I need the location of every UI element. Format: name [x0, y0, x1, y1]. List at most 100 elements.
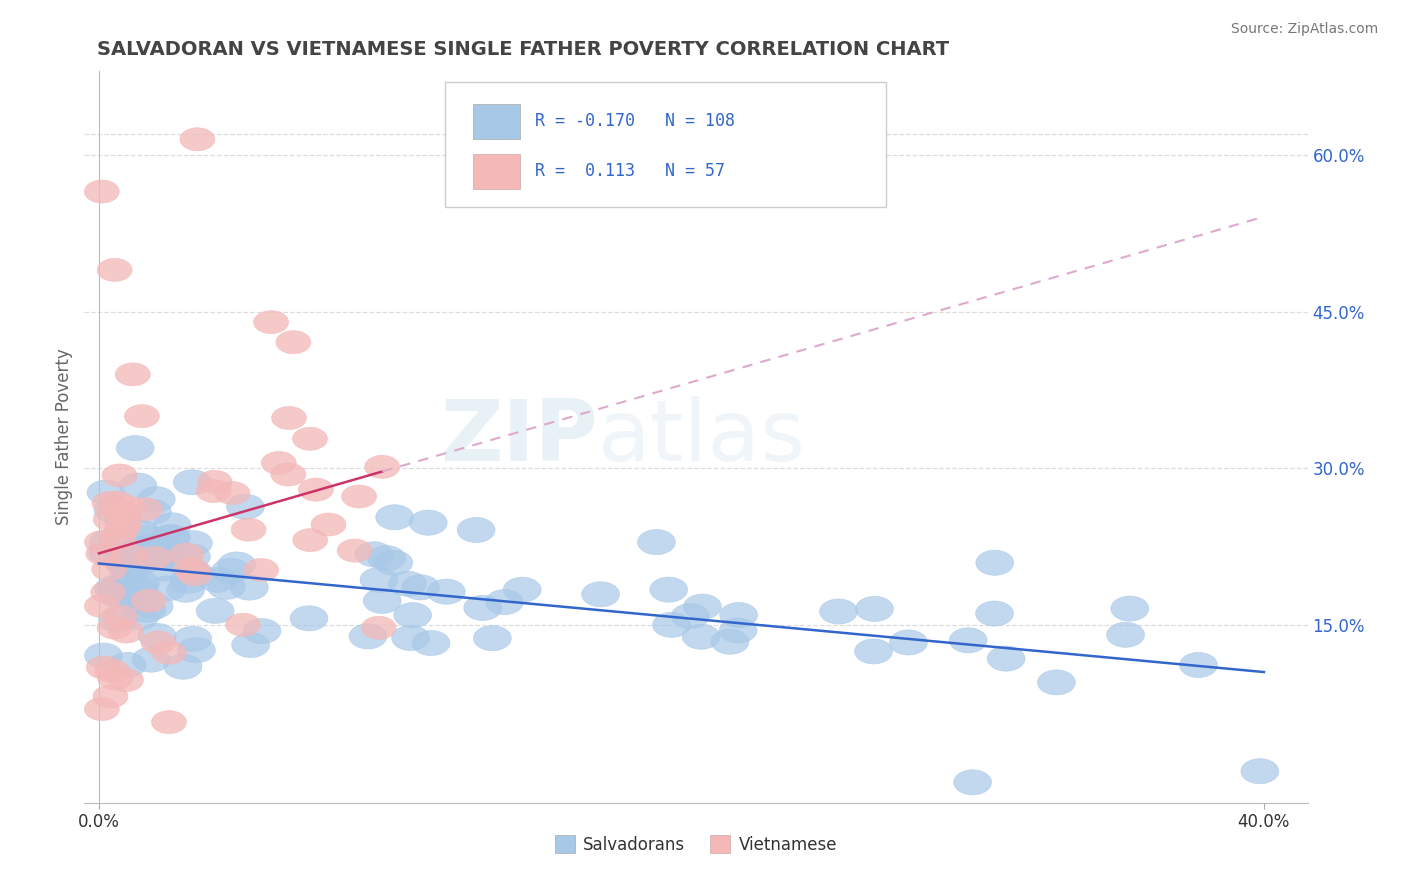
Ellipse shape: [98, 607, 136, 632]
Ellipse shape: [1111, 596, 1149, 621]
Ellipse shape: [652, 612, 690, 638]
Ellipse shape: [89, 541, 127, 566]
Ellipse shape: [485, 590, 523, 615]
Ellipse shape: [361, 616, 396, 640]
Ellipse shape: [135, 535, 173, 561]
Ellipse shape: [174, 558, 208, 581]
Ellipse shape: [138, 487, 176, 512]
Ellipse shape: [108, 669, 143, 691]
Ellipse shape: [243, 618, 281, 644]
Ellipse shape: [148, 539, 186, 564]
Ellipse shape: [117, 538, 155, 563]
Ellipse shape: [91, 558, 127, 581]
Ellipse shape: [128, 598, 166, 623]
Ellipse shape: [364, 456, 399, 478]
Ellipse shape: [637, 530, 675, 555]
Ellipse shape: [292, 427, 328, 450]
Ellipse shape: [87, 480, 125, 505]
Ellipse shape: [292, 529, 328, 551]
Ellipse shape: [120, 546, 157, 571]
Ellipse shape: [212, 558, 250, 583]
Ellipse shape: [135, 594, 173, 619]
Ellipse shape: [101, 574, 139, 599]
Ellipse shape: [153, 525, 190, 550]
Ellipse shape: [650, 577, 688, 602]
Ellipse shape: [129, 535, 167, 560]
Ellipse shape: [243, 558, 278, 582]
Ellipse shape: [1180, 652, 1218, 678]
Ellipse shape: [503, 577, 541, 602]
Ellipse shape: [91, 581, 125, 604]
Ellipse shape: [402, 574, 440, 600]
Ellipse shape: [111, 568, 149, 594]
Ellipse shape: [354, 541, 392, 566]
Ellipse shape: [100, 491, 135, 514]
Ellipse shape: [105, 551, 143, 576]
Ellipse shape: [360, 567, 398, 592]
Ellipse shape: [84, 531, 120, 554]
Ellipse shape: [86, 542, 121, 566]
Ellipse shape: [107, 550, 145, 575]
Ellipse shape: [1241, 759, 1279, 784]
Ellipse shape: [720, 602, 758, 628]
Ellipse shape: [375, 550, 413, 575]
Text: ZIP: ZIP: [440, 395, 598, 479]
Ellipse shape: [232, 632, 270, 657]
Bar: [474, 153, 520, 189]
Ellipse shape: [149, 575, 187, 601]
Ellipse shape: [145, 556, 183, 581]
Ellipse shape: [98, 582, 136, 607]
Ellipse shape: [225, 613, 260, 636]
Ellipse shape: [104, 508, 142, 533]
Ellipse shape: [173, 470, 211, 495]
Ellipse shape: [84, 595, 120, 617]
Ellipse shape: [197, 599, 233, 624]
Ellipse shape: [820, 599, 858, 624]
Ellipse shape: [231, 518, 266, 541]
Ellipse shape: [91, 491, 127, 515]
Ellipse shape: [104, 517, 139, 541]
Ellipse shape: [101, 605, 136, 628]
Ellipse shape: [367, 546, 405, 571]
Text: R = -0.170   N = 108: R = -0.170 N = 108: [534, 112, 734, 130]
Ellipse shape: [208, 574, 245, 599]
Ellipse shape: [949, 628, 987, 653]
Ellipse shape: [298, 478, 333, 501]
Ellipse shape: [152, 711, 187, 733]
Ellipse shape: [262, 451, 297, 475]
Ellipse shape: [163, 548, 201, 573]
Ellipse shape: [121, 520, 159, 545]
FancyBboxPatch shape: [446, 82, 886, 207]
Ellipse shape: [271, 463, 307, 486]
Ellipse shape: [111, 496, 145, 519]
Ellipse shape: [174, 531, 212, 556]
Ellipse shape: [97, 616, 132, 639]
Ellipse shape: [96, 659, 129, 682]
Ellipse shape: [125, 405, 159, 427]
Ellipse shape: [180, 128, 215, 151]
Ellipse shape: [115, 363, 150, 386]
Ellipse shape: [394, 603, 432, 628]
Ellipse shape: [94, 498, 132, 523]
Ellipse shape: [856, 597, 893, 622]
Ellipse shape: [474, 625, 512, 650]
Ellipse shape: [84, 180, 120, 203]
Ellipse shape: [131, 543, 169, 569]
Ellipse shape: [100, 526, 135, 549]
Ellipse shape: [271, 407, 307, 429]
Ellipse shape: [111, 558, 149, 583]
Ellipse shape: [226, 494, 264, 519]
Ellipse shape: [976, 550, 1014, 575]
Ellipse shape: [215, 482, 250, 505]
Ellipse shape: [392, 625, 429, 650]
Ellipse shape: [112, 571, 150, 596]
Legend: Salvadorans, Vietnamese: Salvadorans, Vietnamese: [548, 829, 844, 860]
Ellipse shape: [290, 606, 328, 631]
Ellipse shape: [177, 638, 215, 663]
Ellipse shape: [218, 552, 256, 577]
Ellipse shape: [107, 512, 142, 535]
Text: Source: ZipAtlas.com: Source: ZipAtlas.com: [1230, 22, 1378, 37]
Ellipse shape: [1038, 670, 1076, 695]
Ellipse shape: [682, 624, 720, 649]
Ellipse shape: [152, 641, 187, 665]
